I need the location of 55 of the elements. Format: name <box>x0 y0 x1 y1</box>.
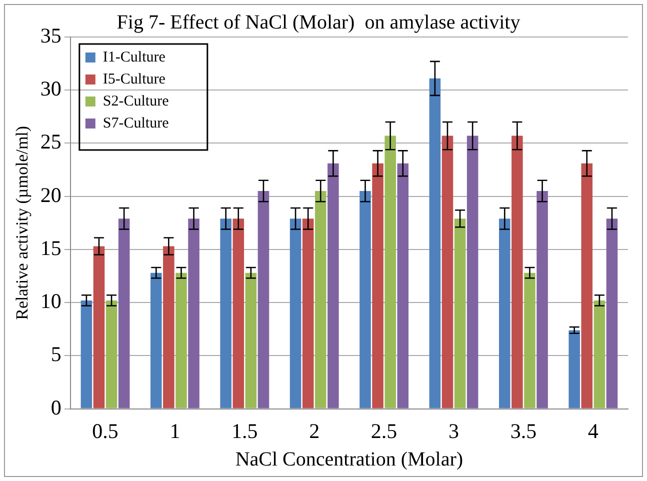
bar <box>536 191 548 408</box>
bar <box>232 218 244 408</box>
bar <box>360 191 371 408</box>
bar <box>454 218 466 408</box>
y-tick-label: 30 <box>40 76 62 101</box>
bar <box>384 136 396 408</box>
legend-label: S2-Culture <box>102 93 170 110</box>
bar <box>245 272 257 408</box>
chart-title: Fig 7- Effect of NaCl (Molar) on amylase activity <box>116 11 520 34</box>
y-tick-label: 35 <box>40 24 62 48</box>
bar <box>118 218 130 408</box>
bar <box>80 300 92 408</box>
y-tick-label: 5 <box>50 342 62 366</box>
bar <box>397 163 409 408</box>
legend-label: I5-Culture <box>102 71 166 88</box>
y-tick-label: 0 <box>50 395 62 420</box>
bar <box>498 218 510 408</box>
bar <box>372 163 384 408</box>
bar <box>568 330 580 408</box>
legend-label: I1-Culture <box>102 49 166 66</box>
bar <box>524 272 536 408</box>
bar <box>581 163 593 408</box>
legend-label: S7-Culture <box>102 115 170 132</box>
y-tick-label: 20 <box>40 182 62 207</box>
bar <box>302 218 314 408</box>
bar <box>328 163 339 408</box>
x-tick-label: 1.5 <box>232 418 258 443</box>
bar <box>93 246 105 408</box>
x-axis-title: NaCl Concentration (Molar) <box>235 448 464 470</box>
y-tick-label: 10 <box>40 289 62 314</box>
y-axis-title: Relative activity (µmole/ml) <box>12 126 32 320</box>
y-tick-label: 15 <box>40 236 62 260</box>
bar <box>442 136 454 408</box>
bar <box>466 136 478 408</box>
x-tick-label: 3 <box>448 418 459 443</box>
bar <box>176 272 187 408</box>
bar <box>606 218 618 408</box>
bar <box>258 191 270 408</box>
x-tick-label: 2.5 <box>370 418 398 443</box>
x-tick-label: 0.5 <box>92 418 118 443</box>
x-tick-label: 3.5 <box>510 418 537 443</box>
bar <box>220 218 232 408</box>
bar <box>314 191 326 408</box>
x-tick-label: 1 <box>170 418 180 443</box>
x-tick-label: 2 <box>309 418 320 443</box>
bar <box>106 300 118 408</box>
y-tick-label: 25 <box>40 130 62 154</box>
bar <box>188 218 200 408</box>
bar <box>163 246 174 408</box>
bar <box>150 272 162 408</box>
bar <box>512 136 523 408</box>
bar <box>290 218 302 408</box>
bar <box>594 300 606 408</box>
x-tick-label: 4 <box>588 418 599 443</box>
bar <box>429 78 441 408</box>
